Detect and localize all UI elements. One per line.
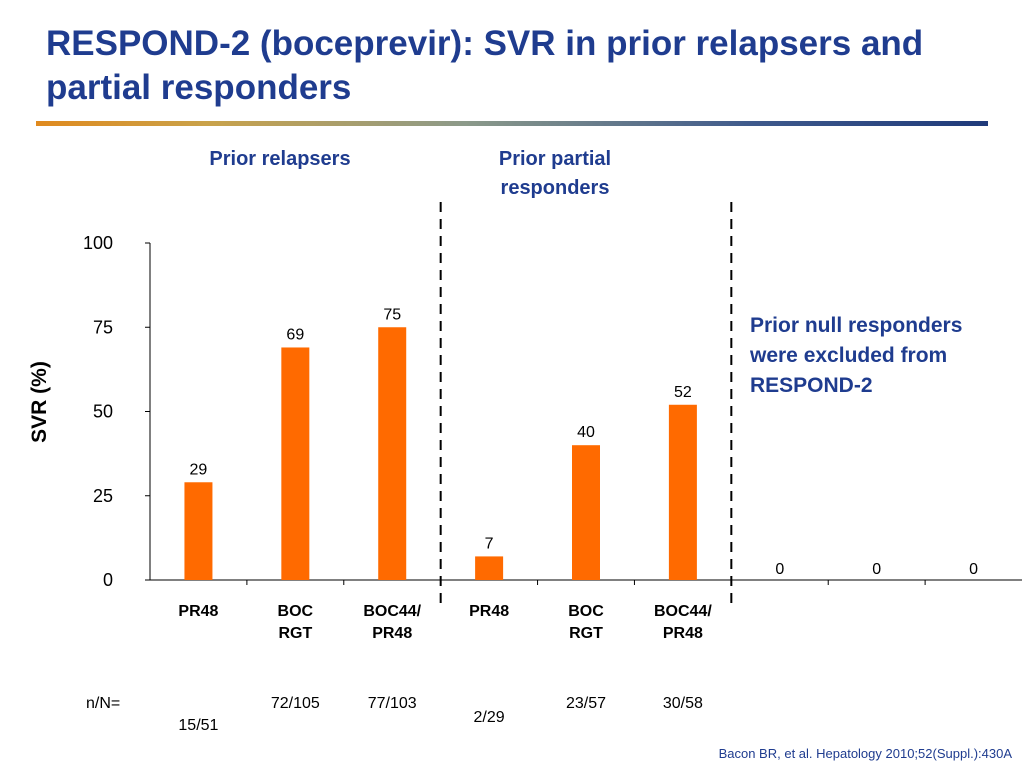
n-over-n-value: 30/58 xyxy=(663,695,703,712)
x-category-label: PR48 xyxy=(372,625,412,642)
bar-value-label: 0 xyxy=(969,561,978,578)
bar xyxy=(572,445,600,580)
n-over-n-label: n/N= xyxy=(86,695,121,712)
x-category-label: PR48 xyxy=(663,625,703,642)
bar-value-label: 52 xyxy=(674,384,692,401)
x-category-label: PR48 xyxy=(178,603,218,620)
bar-value-label: 75 xyxy=(383,306,401,323)
group-label-prior-relapsers: Prior relapsers xyxy=(209,148,351,170)
bar xyxy=(378,327,407,580)
y-tick-label: 25 xyxy=(93,486,113,506)
y-tick-label: 50 xyxy=(93,402,113,422)
x-category-label: BOC xyxy=(568,603,604,620)
x-category-label: RGT xyxy=(278,625,312,642)
null-responders-note: Prior null responders were excluded from… xyxy=(750,314,963,397)
x-category-label: RGT xyxy=(569,625,603,642)
bar-value-label: 29 xyxy=(190,461,208,478)
n-over-n-value: 15/51 xyxy=(178,717,218,734)
bar-value-label: 0 xyxy=(775,561,784,578)
bar-value-label: 69 xyxy=(286,326,304,343)
bar xyxy=(281,347,310,580)
n-over-n-value: 77/103 xyxy=(368,695,417,712)
x-category-label: BOC44/ xyxy=(363,603,421,620)
n-over-n-value: 2/29 xyxy=(474,709,505,726)
x-category-label: BOC xyxy=(278,603,314,620)
y-tick-label: 0 xyxy=(103,570,113,590)
title-divider xyxy=(36,121,988,126)
group-label-prior-partial-responders: Prior partial responders xyxy=(498,148,612,199)
n-over-n-value: 72/105 xyxy=(271,695,320,712)
bar xyxy=(184,482,213,580)
bar xyxy=(668,404,697,580)
bar-value-label: 7 xyxy=(485,535,494,552)
y-tick-label: 100 xyxy=(83,233,113,253)
bar-value-label: 40 xyxy=(577,424,595,441)
citation: Bacon BR, et al. Hepatology 2010;52(Supp… xyxy=(718,746,1012,761)
x-category-label: PR48 xyxy=(469,603,509,620)
slide-title: RESPOND-2 (boceprevir): SVR in prior rel… xyxy=(46,24,924,107)
y-tick-label: 75 xyxy=(93,317,113,337)
n-over-n-value: 23/57 xyxy=(566,695,606,712)
bar-value-label: 0 xyxy=(872,561,881,578)
bar xyxy=(475,556,504,580)
x-category-label: BOC44/ xyxy=(654,603,712,620)
